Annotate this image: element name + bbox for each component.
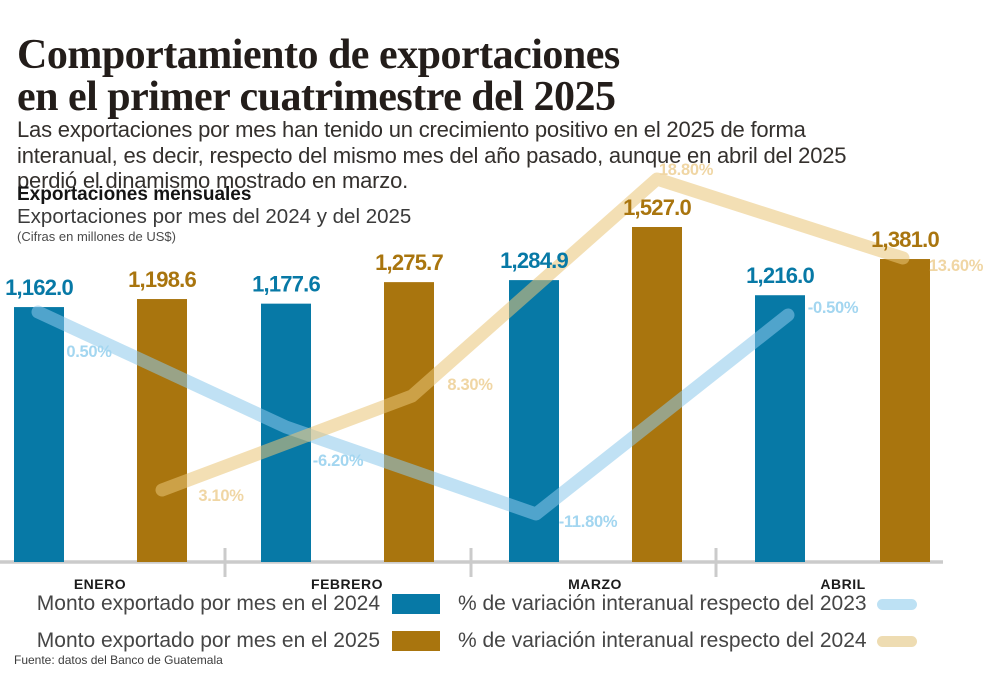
bar-2025-febrero (384, 282, 434, 562)
legend-swatch-bars-2024 (392, 594, 440, 614)
chart-units-note: (Cifras en millones de US$) (17, 229, 176, 244)
percent-label-2024-febrero: 8.30% (447, 376, 493, 394)
percent-label-2023-enero: 0.50% (66, 343, 112, 361)
variation-line-2023 (31, 305, 795, 521)
month-label-enero: ENERO (74, 576, 126, 592)
bar-value-label-2025-abril: 1,381.0 (871, 227, 939, 252)
month-label-marzo: MARZO (568, 576, 622, 592)
variation-line-2024 (155, 172, 910, 497)
page-title-line2: en el primer cuatrimestre del 2025 (17, 74, 616, 121)
legend-item-line-2024: % de variación interanual respecto del 2… (458, 629, 917, 653)
percent-label-2023-abril: -0.50% (808, 299, 859, 317)
source-note: Fuente: datos del Banco de Guatemala (14, 653, 223, 667)
percent-label-2024-enero: 3.10% (198, 487, 244, 505)
legend-row-2: Monto exportado por mes en el 2025 % de … (0, 629, 985, 655)
bar-value-label-2025-febrero: 1,275.7 (375, 250, 443, 275)
legend-label-line-2023: % de variación interanual respecto del 2… (458, 592, 867, 615)
percent-label-2024-marzo: 18.80% (659, 161, 714, 179)
legend-item-bars-2024: Monto exportado por mes en el 2024 (0, 592, 440, 616)
bar-2024-enero (14, 307, 64, 562)
bar-2025-abril (880, 259, 930, 562)
bar-value-label-2024-enero: 1,162.0 (5, 275, 73, 300)
legend-swatch-line-2024 (876, 635, 917, 647)
bar-value-label-2025-enero: 1,198.6 (128, 267, 196, 292)
bar-2025-enero (137, 299, 187, 562)
percent-label-2024-abril: 13.60% (929, 257, 984, 275)
page-title-line1: Comportamiento de exportaciones (17, 32, 620, 79)
intro-text: Las exportaciones por mes han tenido un … (17, 117, 847, 193)
bar-value-label-2024-febrero: 1,177.6 (252, 272, 320, 297)
percent-label-2023-febrero: -6.20% (313, 452, 364, 470)
month-label-abril: ABRIL (820, 576, 865, 592)
month-label-febrero: FEBRERO (311, 576, 383, 592)
legend-label-line-2024: % de variación interanual respecto del 2… (458, 629, 867, 652)
chart-kicker: Exportaciones mensuales (17, 184, 252, 205)
percent-label-2023-marzo: -11.80% (559, 513, 618, 531)
legend-swatch-bars-2025 (392, 631, 440, 651)
bar-2025-marzo (632, 227, 682, 562)
legend-item-line-2023: % de variación interanual respecto del 2… (458, 592, 917, 616)
legend-swatch-line-2023 (876, 598, 917, 610)
bar-value-label-2024-abril: 1,216.0 (746, 263, 814, 288)
legend-row-1: Monto exportado por mes en el 2024 % de … (0, 592, 985, 618)
chart-subtitle: Exportaciones por mes del 2024 y del 202… (17, 205, 412, 228)
legend-item-bars-2025: Monto exportado por mes en el 2025 (0, 629, 440, 653)
legend-label-bars-2025: Monto exportado por mes en el 2025 (36, 629, 380, 652)
page-title: Comportamiento de exportaciones en el pr… (17, 34, 757, 118)
bar-value-label-2025-marzo: 1,527.0 (623, 195, 691, 220)
bar-value-label-2024-marzo: 1,284.9 (500, 248, 568, 273)
legend-label-bars-2024: Monto exportado por mes en el 2024 (36, 592, 380, 615)
